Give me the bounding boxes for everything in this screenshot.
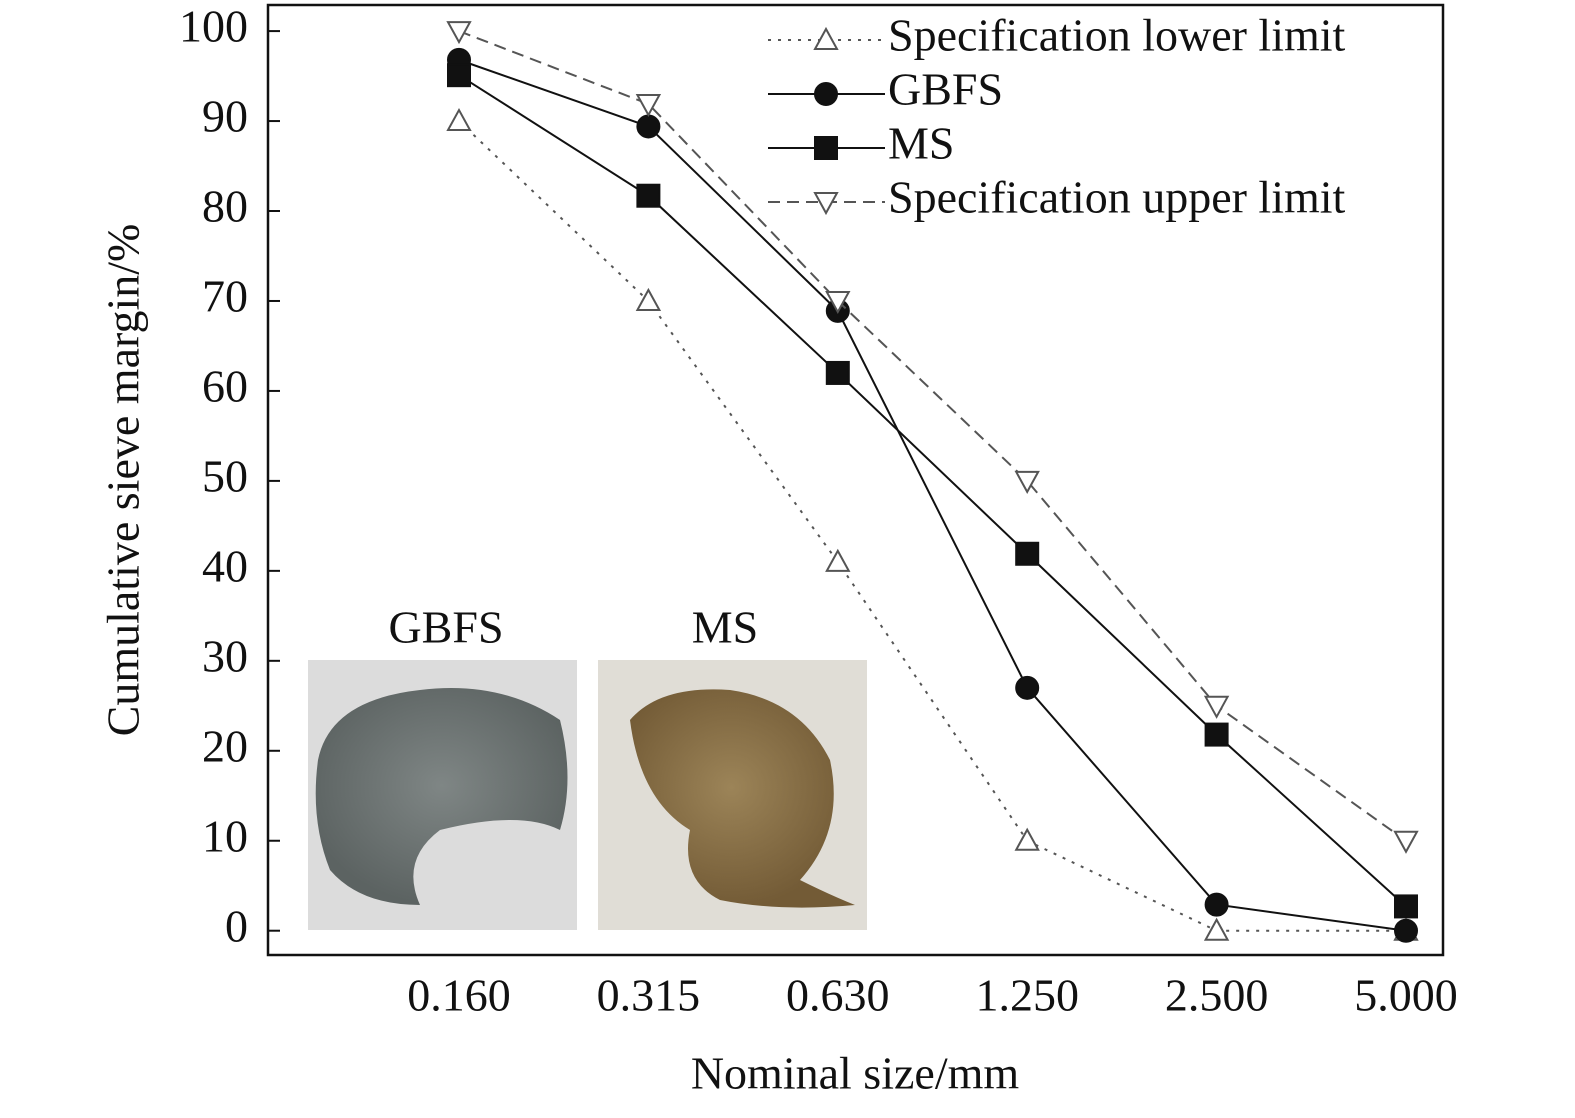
legend-label: GBFS (888, 64, 1003, 115)
data-point (1394, 894, 1418, 919)
y-tick-label: 40 (202, 540, 248, 591)
data-point (1203, 695, 1230, 719)
legend-label: Specification upper limit (888, 172, 1346, 223)
data-point (636, 183, 661, 208)
x-tick-label: 2.500 (1165, 970, 1269, 1021)
data-point (1014, 470, 1040, 494)
y-tick-label: 100 (179, 1, 248, 52)
x-tick-label: 0.630 (786, 970, 890, 1021)
legend-marker (814, 82, 838, 106)
x-axis-label: Nominal size/mm (691, 1048, 1020, 1099)
y-tick-label: 50 (202, 450, 248, 501)
data-point (1014, 827, 1040, 851)
ms-pile (630, 689, 855, 908)
y-tick-label: 60 (202, 361, 248, 412)
series-line (458, 120, 1406, 932)
x-tick-label: 0.315 (597, 970, 701, 1021)
series-line (458, 58, 1407, 932)
y-tick-label: 20 (202, 720, 248, 771)
legend-marker (814, 136, 838, 160)
legend-label: MS (888, 118, 954, 169)
series-line (458, 30, 1407, 842)
data-point (636, 114, 661, 139)
y-tick-label: 80 (202, 181, 248, 232)
data-point (1393, 830, 1419, 854)
data-point (446, 21, 472, 45)
y-tick-label: 0 (225, 900, 248, 951)
data-point (447, 63, 471, 88)
y-tick-label: 70 (202, 271, 248, 322)
y-tick-label: 10 (202, 810, 248, 861)
y-tick-label: 90 (202, 91, 248, 142)
data-point (825, 360, 850, 385)
legend-label: Specification lower limit (888, 10, 1346, 61)
x-tick-label: 5.000 (1354, 970, 1458, 1021)
data-point (1015, 541, 1040, 566)
data-point (1015, 675, 1040, 700)
data-point (1204, 722, 1229, 747)
data-point (446, 107, 472, 132)
legend-marker (813, 26, 839, 50)
inset-label: MS (692, 602, 758, 653)
data-point (1394, 918, 1418, 943)
data-point (635, 93, 662, 118)
data-point (825, 548, 851, 572)
data-point (825, 290, 851, 315)
y-axis-label: Cumulative sieve margin/% (98, 224, 149, 737)
data-point (635, 287, 662, 311)
data-point (1204, 892, 1229, 917)
inset-label: GBFS (388, 602, 503, 653)
x-tick-label: 0.160 (407, 970, 511, 1021)
series-line (458, 74, 1407, 908)
x-tick-label: 1.250 (975, 970, 1079, 1021)
gbfs-pile (315, 688, 568, 905)
y-tick-label: 30 (202, 630, 248, 681)
legend-marker (813, 192, 839, 216)
data-point (1203, 917, 1230, 941)
